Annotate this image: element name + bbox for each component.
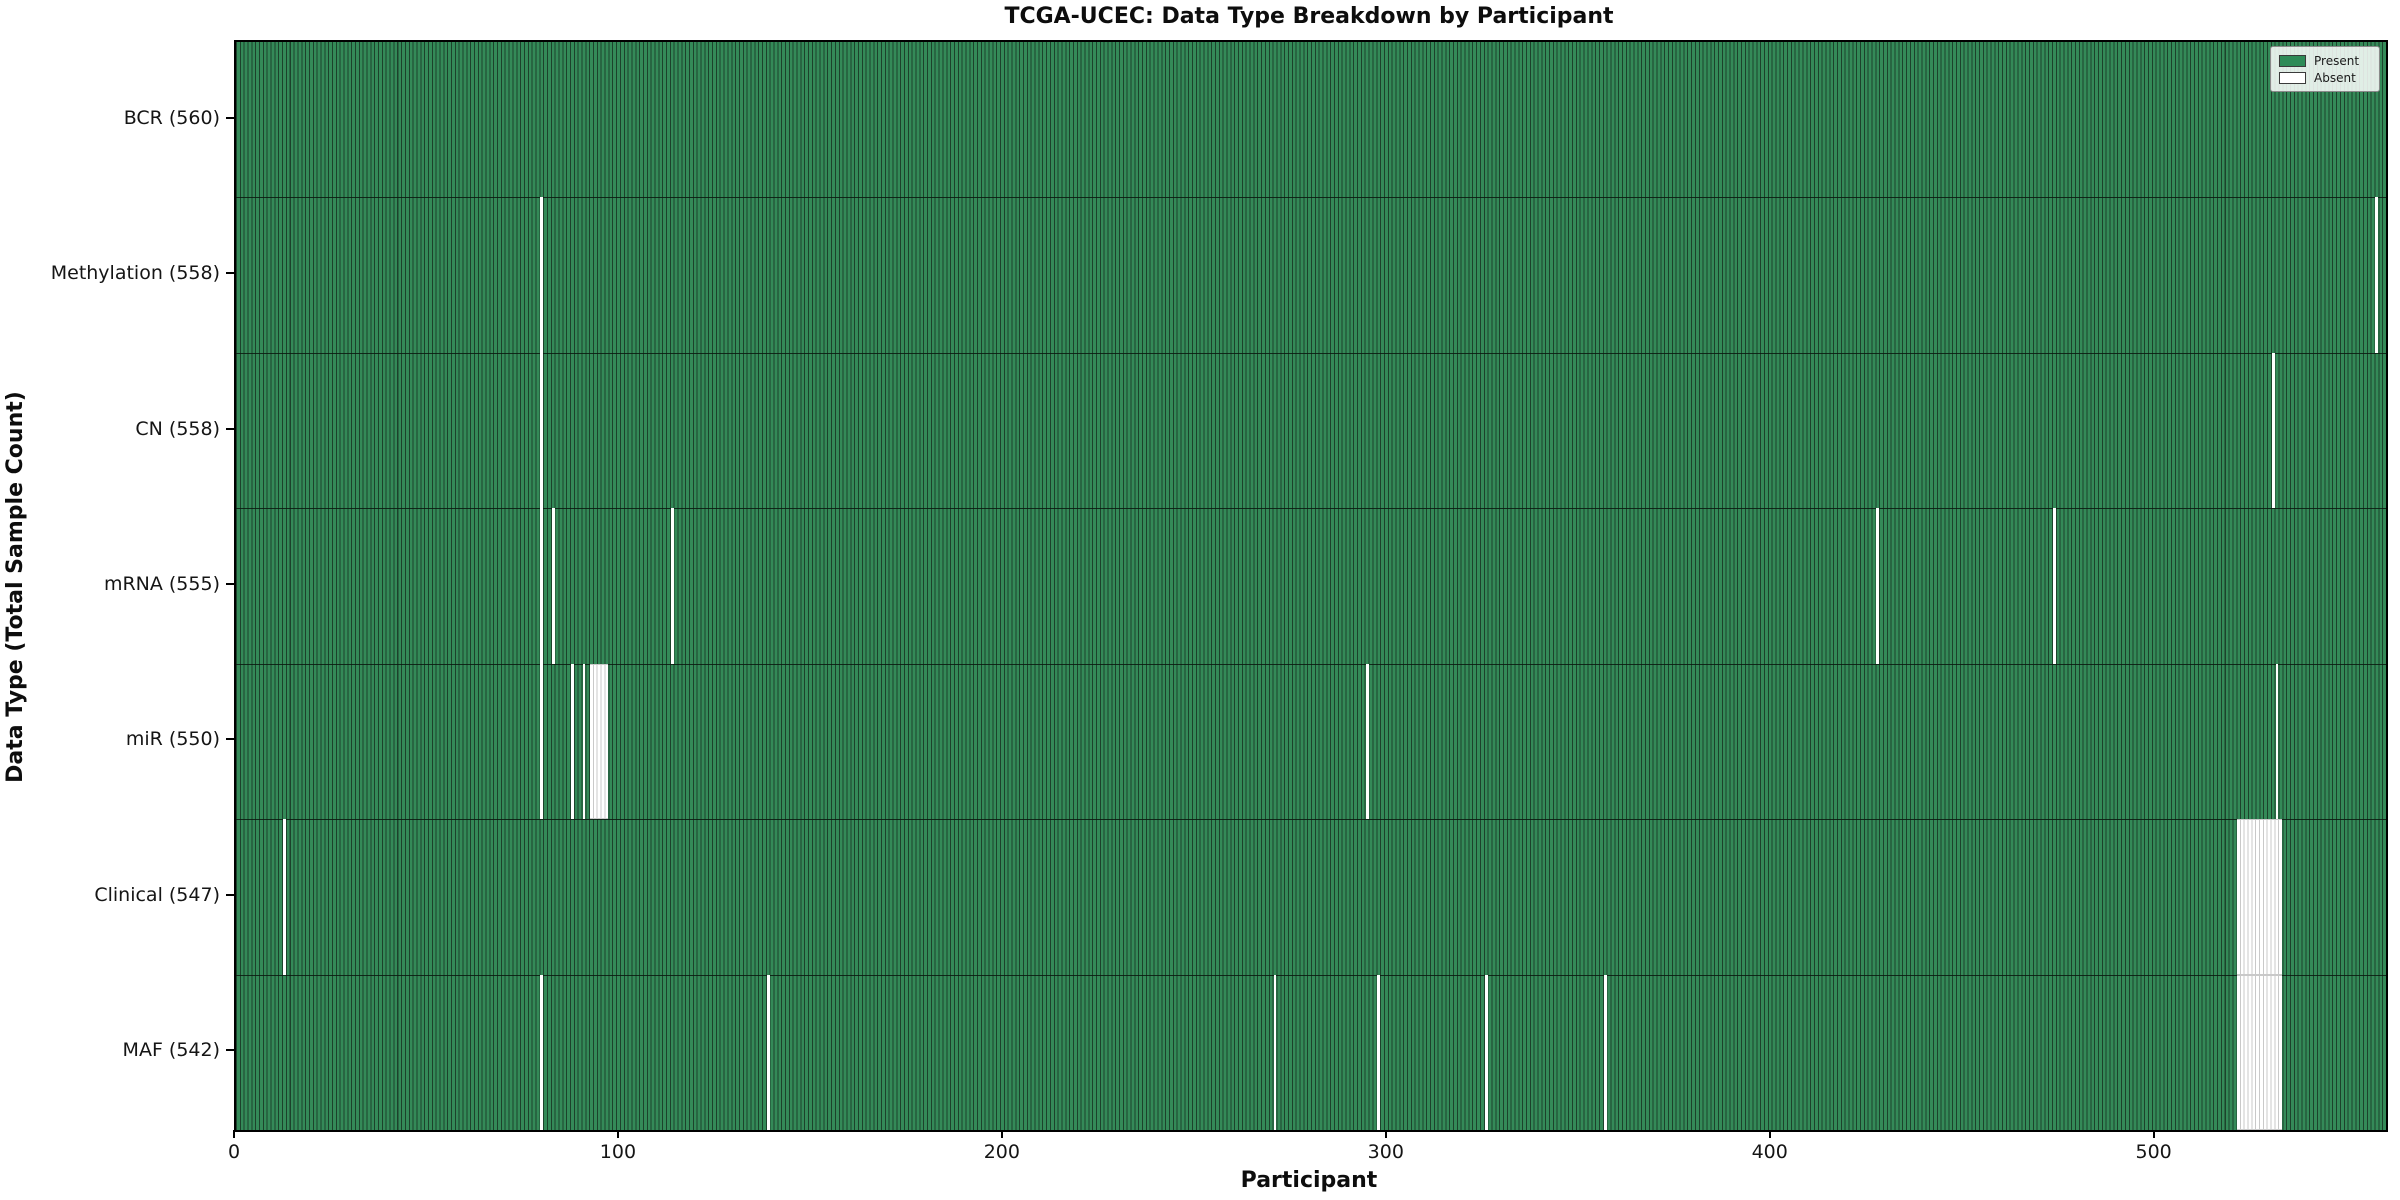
xtick-mark bbox=[1768, 1130, 1771, 1138]
xtick-mark bbox=[616, 1130, 619, 1138]
ytick-mark bbox=[226, 583, 234, 585]
ytick-label-mir: miR (550) bbox=[125, 728, 220, 751]
xtick-label-400: 400 bbox=[1751, 1141, 1788, 1163]
ytick-mark bbox=[226, 427, 234, 430]
ytick-mark bbox=[226, 738, 234, 741]
absent-mark-mrna bbox=[551, 508, 555, 664]
absent-mark-mir bbox=[571, 663, 574, 820]
absent-mark-cn bbox=[2271, 352, 2275, 509]
absent-mark-mrna bbox=[670, 508, 674, 664]
plot-area bbox=[234, 40, 2388, 1132]
ytick-label-bcr: BCR (560) bbox=[123, 106, 220, 129]
ytick-mark bbox=[226, 893, 234, 896]
legend-entry-present: Present bbox=[2279, 52, 2371, 69]
absent-mark-mir bbox=[2275, 663, 2279, 820]
ytick-mark bbox=[226, 116, 234, 119]
ytick-label-maf: MAF (542) bbox=[122, 1039, 220, 1062]
row-boundary bbox=[236, 197, 2386, 199]
xtick-mark bbox=[233, 1130, 235, 1138]
absent-mark-maf bbox=[1377, 974, 1381, 1130]
row-boundary bbox=[236, 974, 2386, 976]
xtick-mark bbox=[1000, 1130, 1003, 1138]
row-boundary bbox=[236, 352, 2386, 354]
chart-title: TCGA-UCEC: Data Type Breakdown by Partic… bbox=[1004, 4, 1614, 29]
absent-mark-mir bbox=[590, 663, 609, 820]
xtick-label-0: 0 bbox=[227, 1141, 241, 1163]
absent-mark-maf bbox=[540, 974, 544, 1130]
absent-mark-mir bbox=[540, 663, 544, 820]
ytick-label-cn: CN (558) bbox=[135, 417, 220, 440]
legend-label-absent: Absent bbox=[2314, 70, 2356, 85]
xtick-mark bbox=[2152, 1130, 2155, 1138]
absent-mark-mrna bbox=[540, 508, 544, 664]
absent-mark-maf bbox=[1603, 974, 1607, 1130]
absent-mark-methylation bbox=[540, 197, 544, 353]
absent-mark-mir bbox=[582, 663, 586, 820]
ytick-label-clinical: Clinical (547) bbox=[94, 883, 220, 906]
absent-mark-clinical bbox=[2237, 819, 2283, 975]
legend-entry-absent: Absent bbox=[2279, 69, 2371, 86]
row-boundary bbox=[236, 819, 2386, 821]
xtick-label-100: 100 bbox=[599, 1141, 637, 1163]
absent-mark-clinical bbox=[283, 819, 286, 975]
xtick-label-500: 500 bbox=[2135, 1141, 2172, 1163]
legend-swatch-present bbox=[2279, 54, 2306, 67]
row-boundary bbox=[236, 663, 2386, 665]
absent-mark-methylation bbox=[2375, 197, 2379, 353]
ytick-label-mrna: mRNA (555) bbox=[103, 573, 220, 595]
absent-mark-mrna bbox=[1876, 508, 1880, 664]
absent-mark-mir bbox=[1365, 663, 1369, 820]
absent-mark-maf bbox=[2237, 974, 2283, 1130]
xtick-mark bbox=[1384, 1130, 1387, 1138]
legend: Present Absent bbox=[2270, 46, 2380, 92]
xtick-label-300: 300 bbox=[1367, 1141, 1404, 1163]
absent-mark-mrna bbox=[2052, 508, 2056, 664]
absent-mark-maf bbox=[1484, 974, 1488, 1130]
xtick-label-200: 200 bbox=[983, 1141, 1020, 1163]
absent-mark-maf bbox=[1273, 974, 1277, 1130]
legend-label-present: Present bbox=[2314, 53, 2360, 68]
row-boundary bbox=[236, 508, 2386, 510]
ytick-mark bbox=[226, 272, 234, 275]
legend-swatch-absent bbox=[2279, 71, 2306, 84]
absent-mark-cn bbox=[540, 352, 544, 509]
absent-mark-maf bbox=[766, 974, 770, 1130]
ytick-mark bbox=[226, 1049, 234, 1052]
ytick-label-methylation: Methylation (558) bbox=[50, 262, 220, 285]
x-axis-label: Participant bbox=[1240, 1168, 1378, 1193]
